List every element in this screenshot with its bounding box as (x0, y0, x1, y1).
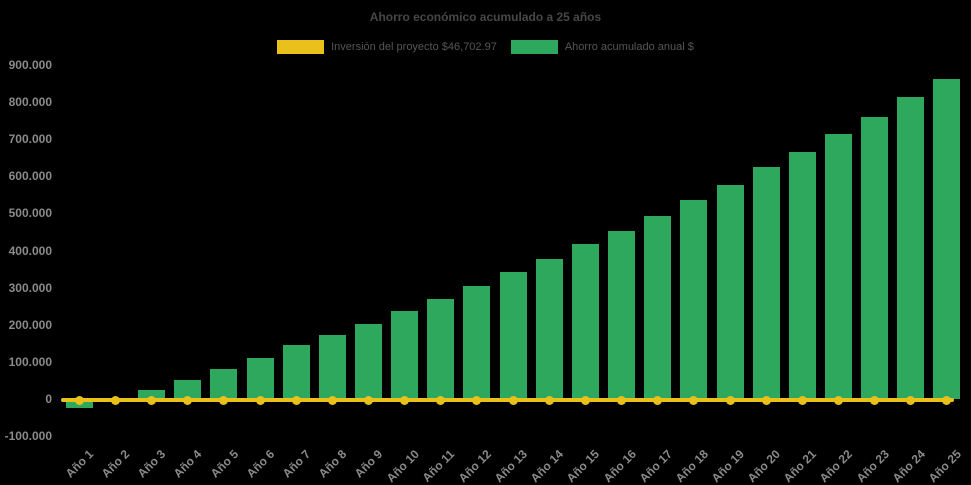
bar-ano-9[interactable] (355, 323, 382, 400)
investment-marker-ano-11[interactable] (436, 395, 446, 405)
x-axis-label-ano-10: Año 10 (383, 447, 422, 485)
bar-ano-14[interactable] (535, 258, 563, 400)
x-axis-label-ano-22: Año 22 (817, 447, 856, 485)
y-axis-tick-label: 500.000 (8, 206, 52, 221)
investment-marker-ano-21[interactable] (797, 395, 807, 405)
legend-label-ahorro: Ahorro acumulado anual $ (564, 41, 694, 53)
investment-marker-ano-23[interactable] (870, 395, 880, 405)
x-axis-label-ano-4: Año 4 (171, 447, 205, 481)
investment-line[interactable] (61, 398, 954, 403)
legend-label-inversion: Inversión del proyecto $46,702.97 (331, 41, 497, 53)
investment-marker-ano-22[interactable] (833, 395, 843, 405)
x-axis-label-ano-25: Año 25 (925, 447, 964, 485)
x-axis-label-ano-11: Año 11 (419, 447, 458, 485)
bar-ano-21[interactable] (788, 151, 816, 400)
x-axis-label-ano-14: Año 14 (527, 447, 567, 485)
bar-ano-25[interactable] (933, 79, 961, 400)
legend: Inversión del proyecto $46,702.97 Ahorro… (0, 40, 971, 54)
bar-ano-20[interactable] (752, 167, 780, 400)
bar-ano-10[interactable] (391, 310, 419, 400)
bar-ano-7[interactable] (282, 344, 310, 400)
legend-item-inversion[interactable]: Inversión del proyecto $46,702.97 (277, 40, 497, 54)
bar-ano-11[interactable] (427, 298, 455, 400)
investment-marker-ano-6[interactable] (255, 395, 265, 405)
y-axis-tick-label: 0 (45, 391, 52, 406)
x-axis-label-ano-6: Año 6 (243, 447, 277, 481)
y-axis-tick-label: 600.000 (8, 169, 52, 184)
investment-marker-ano-9[interactable] (364, 395, 373, 405)
x-axis-label-ano-8: Año 8 (315, 447, 350, 481)
y-axis-tick-label: 100.000 (8, 354, 52, 369)
investment-marker-ano-17[interactable] (653, 395, 663, 405)
x-axis-label-ano-1: Año 1 (62, 447, 97, 481)
y-axis-tick-label: 400.000 (8, 243, 52, 258)
investment-marker-ano-5[interactable] (219, 395, 229, 405)
bar-ano-4[interactable] (174, 379, 202, 400)
x-axis-label-ano-15: Año 15 (564, 447, 603, 485)
x-axis-label-ano-18: Año 18 (672, 447, 711, 485)
investment-marker-ano-16[interactable] (617, 395, 627, 405)
y-axis-tick-label: 900.000 (8, 58, 52, 73)
x-axis-label-ano-16: Año 16 (600, 447, 639, 485)
x-axis-label-ano-19: Año 19 (708, 447, 747, 485)
x-axis-label-ano-3: Año 3 (135, 447, 169, 481)
investment-marker-ano-10[interactable] (400, 395, 410, 405)
bar-ano-18[interactable] (680, 199, 708, 400)
bar-ano-19[interactable] (716, 185, 744, 400)
investment-marker-ano-4[interactable] (183, 395, 193, 405)
bar-ano-8[interactable] (318, 334, 346, 400)
bar-ano-13[interactable] (499, 271, 527, 400)
x-axis-label-ano-9: Año 9 (351, 447, 386, 481)
investment-marker-ano-19[interactable] (725, 395, 735, 405)
bar-ano-23[interactable] (861, 116, 889, 400)
investment-marker-ano-12[interactable] (472, 395, 482, 405)
bar-ano-5[interactable] (210, 368, 238, 400)
x-axis-label-ano-17: Año 17 (636, 447, 675, 485)
x-axis-label-ano-5: Año 5 (207, 447, 241, 481)
x-axis-label-ano-13: Año 13 (491, 447, 531, 485)
x-axis-label-ano-7: Año 7 (279, 447, 314, 481)
bar-ano-12[interactable] (463, 285, 491, 400)
investment-marker-ano-15[interactable] (580, 395, 590, 405)
investment-marker-ano-7[interactable] (291, 395, 301, 405)
y-axis-tick-label: 300.000 (8, 280, 52, 295)
investment-marker-ano-2[interactable] (110, 395, 120, 405)
legend-item-ahorro[interactable]: Ahorro acumulado anual $ (510, 40, 694, 54)
bar-ano-17[interactable] (644, 215, 672, 400)
investment-marker-ano-13[interactable] (508, 395, 518, 405)
x-axis-label-ano-24: Año 24 (889, 447, 928, 485)
investment-marker-ano-18[interactable] (689, 395, 699, 405)
x-axis-label-ano-20: Año 20 (744, 447, 784, 485)
x-axis-label-ano-23: Año 23 (853, 447, 892, 485)
bar-ano-15[interactable] (571, 243, 599, 400)
x-axis-label-ano-21: Año 21 (781, 447, 820, 485)
y-axis-tick-label: -100.000 (4, 428, 52, 443)
investment-marker-ano-14[interactable] (544, 395, 554, 405)
investment-marker-ano-1[interactable] (74, 395, 84, 405)
bar-ano-6[interactable] (246, 357, 274, 400)
bar-ano-24[interactable] (897, 97, 925, 400)
x-axis-label-ano-2: Año 2 (98, 447, 133, 481)
investment-marker-ano-25[interactable] (942, 395, 952, 405)
investment-marker-ano-8[interactable] (327, 395, 337, 405)
investment-marker-ano-20[interactable] (761, 395, 771, 405)
investment-marker-ano-3[interactable] (147, 395, 157, 405)
y-axis-tick-label: 800.000 (8, 95, 52, 110)
investment-marker-ano-24[interactable] (906, 395, 916, 405)
bar-ano-22[interactable] (824, 134, 852, 400)
y-axis-tick-label: 200.000 (8, 317, 52, 332)
x-axis-label-ano-12: Año 12 (455, 447, 494, 485)
legend-line-swatch-icon (277, 40, 325, 54)
y-axis-tick-label: 700.000 (8, 132, 52, 147)
legend-bar-swatch-icon (510, 40, 558, 54)
bar-ano-16[interactable] (608, 230, 636, 400)
bar-ano-3[interactable] (138, 389, 166, 400)
chart-title: Ahorro económico acumulado a 25 años (369, 10, 602, 24)
